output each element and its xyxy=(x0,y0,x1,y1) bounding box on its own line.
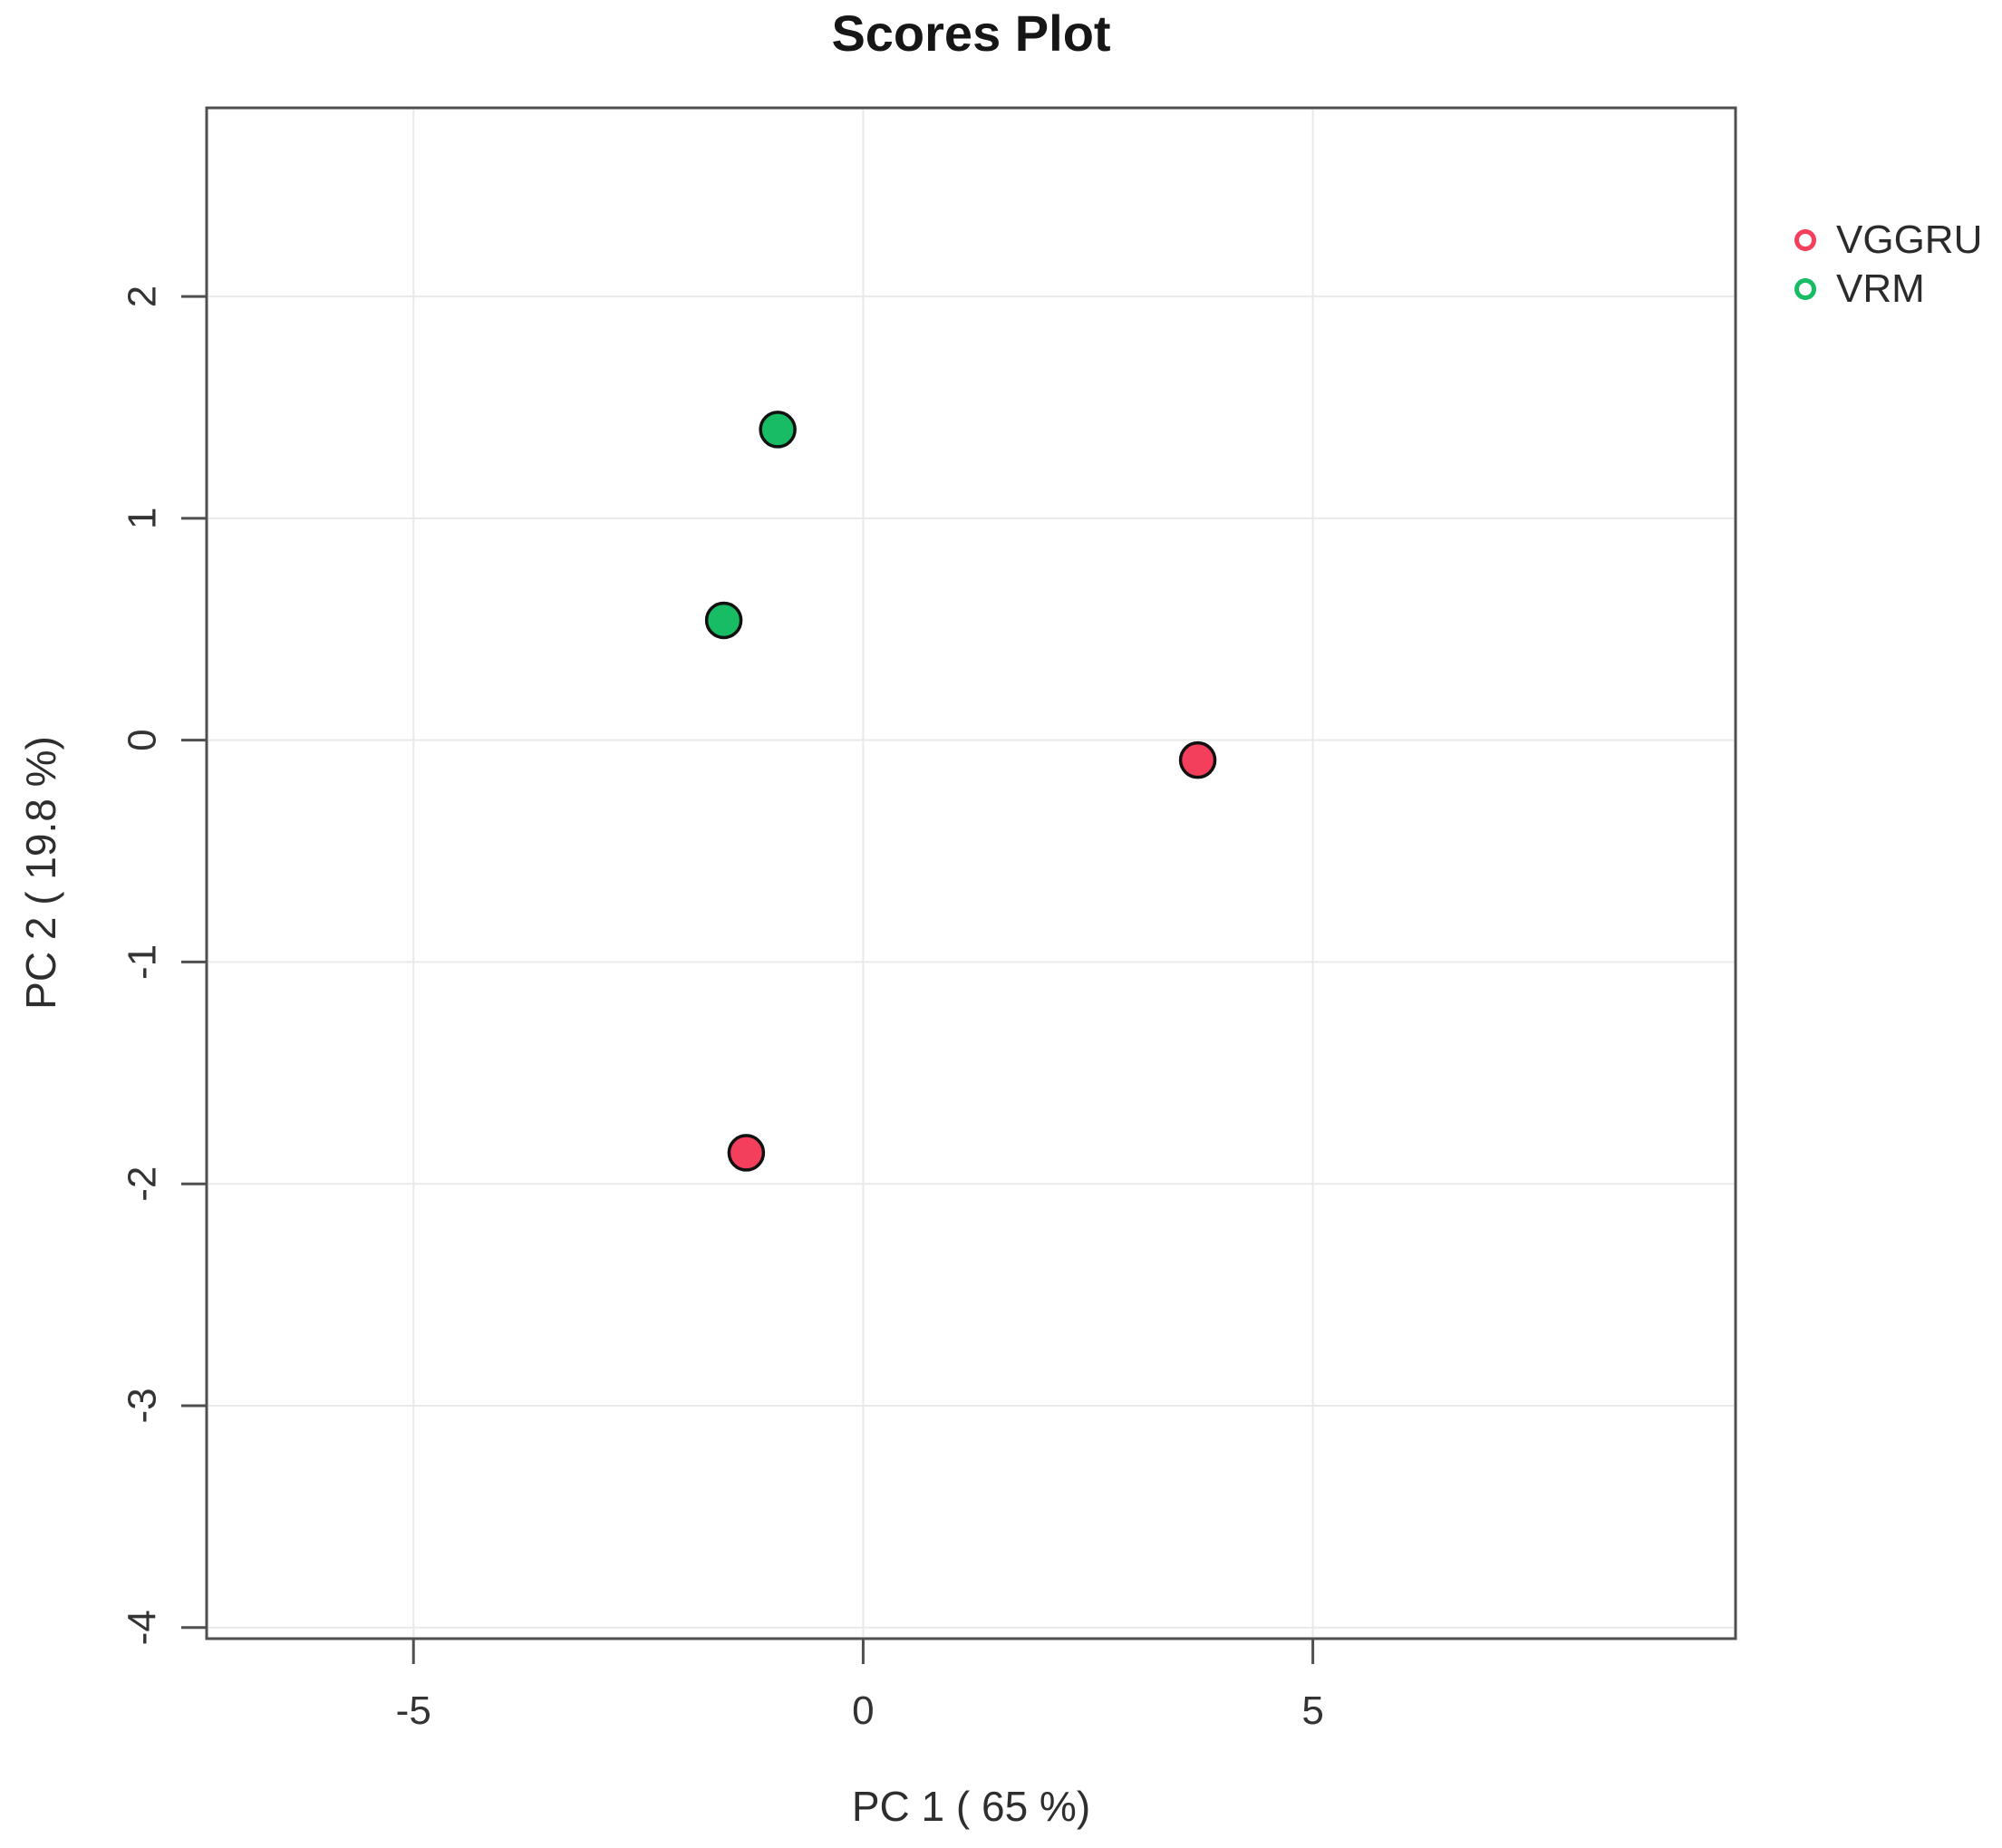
y-tick-label: -1 xyxy=(121,944,165,980)
x-tick-label: -5 xyxy=(396,1688,431,1733)
legend-entry-vggru: VGGRU xyxy=(1794,218,1983,262)
legend-label-vrm: VRM xyxy=(1836,266,1925,311)
vggru-circle-icon xyxy=(1794,229,1816,251)
data-point-vrm xyxy=(759,411,797,449)
data-point-vrm xyxy=(704,601,743,640)
y-tick-label: -2 xyxy=(121,1166,165,1202)
plot-frame xyxy=(205,106,1737,1640)
y-tick-label: -3 xyxy=(121,1388,165,1423)
legend-label-vggru: VGGRU xyxy=(1836,218,1983,262)
y-tick-label: 1 xyxy=(121,508,165,529)
y-axis-title: PC 2 ( 19.8 %) xyxy=(17,736,64,1010)
y-tick-label: -4 xyxy=(121,1610,165,1645)
vrm-circle-icon xyxy=(1794,278,1816,300)
data-point-vggru xyxy=(1178,740,1217,779)
data-point-vggru xyxy=(727,1134,766,1172)
x-tick-label: 5 xyxy=(1301,1688,1323,1733)
y-tick-label: 2 xyxy=(121,285,165,307)
legend-entry-vrm: VRM xyxy=(1794,266,1982,311)
legend: VGGRU VRM xyxy=(1794,218,1983,311)
x-axis-title: PC 1 ( 65 %) xyxy=(851,1783,1091,1830)
chart-title: Scores Plot xyxy=(831,5,1111,62)
x-tick-label: 0 xyxy=(852,1688,874,1733)
y-tick-label: 0 xyxy=(121,729,165,750)
